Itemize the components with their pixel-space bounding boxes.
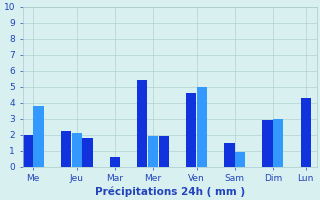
Bar [186,93,196,167]
Bar [224,143,235,167]
Bar [235,152,245,167]
Bar [273,119,284,167]
Bar [300,98,311,167]
Bar [148,136,158,167]
Bar [110,157,120,167]
Bar [159,136,169,167]
X-axis label: Précipitations 24h ( mm ): Précipitations 24h ( mm ) [94,186,244,197]
Bar [137,80,147,167]
Bar [33,106,44,167]
Bar [23,135,33,167]
Bar [83,138,93,167]
Bar [197,87,207,167]
Bar [61,131,71,167]
Bar [72,133,82,167]
Bar [262,120,273,167]
